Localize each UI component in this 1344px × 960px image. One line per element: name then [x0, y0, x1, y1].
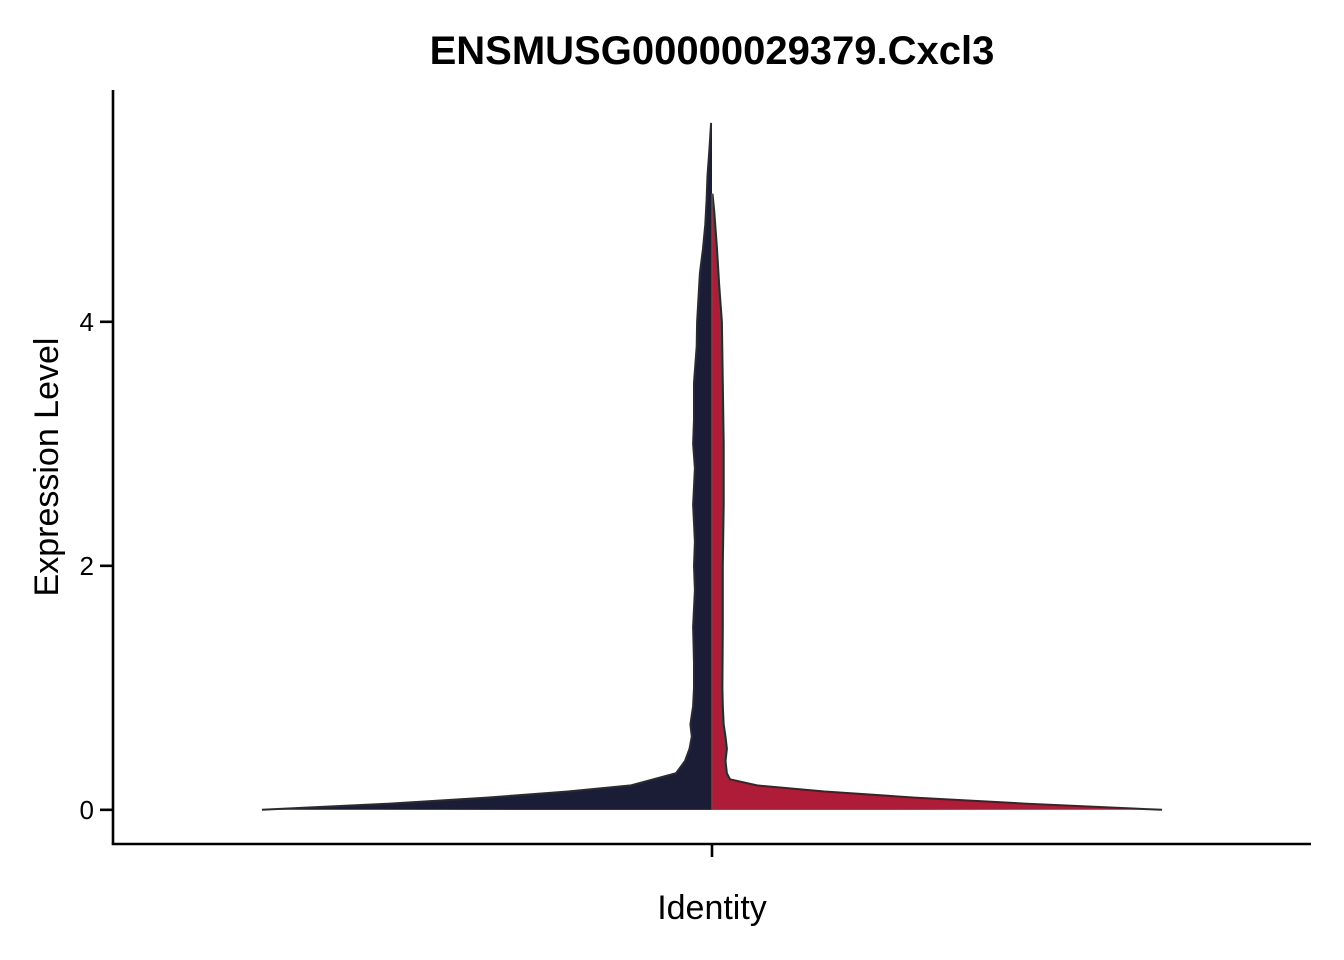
violin-outline-left — [261, 122, 713, 811]
violin-group — [261, 122, 1163, 811]
violin-half-left — [262, 122, 712, 810]
violin-half-right — [712, 193, 1162, 810]
chart-title: ENSMUSG00000029379.Cxcl3 — [430, 29, 995, 73]
x-axis-label: Identity — [657, 889, 767, 927]
y-tick-label: 0 — [80, 795, 94, 825]
y-axis-label: Expression Level — [28, 338, 66, 597]
violin-outline-right — [711, 193, 1163, 811]
y-tick-label: 2 — [80, 551, 94, 581]
y-axis-ticks: 0 2 4 — [80, 307, 113, 825]
y-tick-label: 4 — [80, 307, 94, 337]
